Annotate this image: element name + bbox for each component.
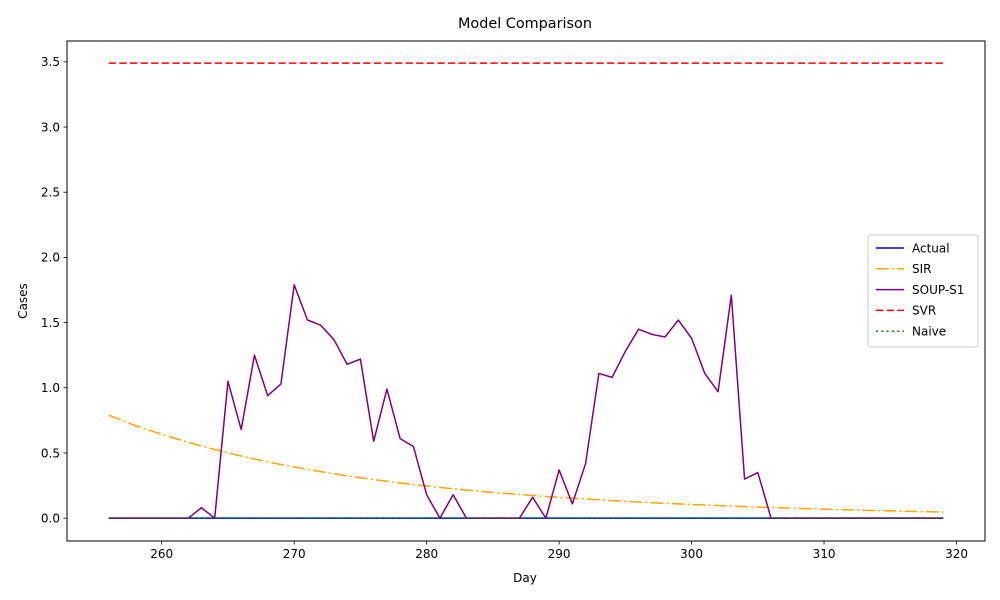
x-tick-label: 290 (548, 547, 571, 561)
legend-box (867, 234, 979, 348)
y-tick-label: 2.0 (41, 251, 60, 265)
y-axis-label: Cases (16, 283, 30, 319)
y-tick-label: 3.0 (41, 120, 60, 134)
x-tick-label: 300 (680, 547, 703, 561)
series-layer (108, 62, 944, 519)
legend-label-svr: SVR (912, 304, 936, 318)
x-axis: 260 270 280 290 300 310 320 (150, 541, 968, 561)
x-tick-label: 280 (415, 547, 438, 561)
y-tick-label: 2.5 (41, 186, 60, 200)
x-tick-label: 310 (813, 547, 836, 561)
x-tick-label: 270 (283, 547, 306, 561)
y-tick-label: 3.5 (41, 55, 60, 69)
legend-label-naive: Naive (912, 325, 946, 339)
x-tick-label: 320 (945, 547, 968, 561)
x-axis-label: Day (513, 571, 537, 585)
legend: Actual SIR SOUP-S1 SVR Naive (867, 234, 979, 348)
legend-label-actual: Actual (912, 241, 950, 255)
y-tick-label: 1.5 (41, 316, 60, 330)
chart-title: Model Comparison (458, 16, 592, 32)
y-axis: 0.0 0.5 1.0 1.5 2.0 2.5 3.0 3.5 (41, 55, 67, 525)
y-tick-label: 1.0 (41, 381, 60, 395)
plot-frame (66, 40, 986, 542)
series-line-sir (108, 414, 944, 513)
legend-label-soup-s1: SOUP-S1 (912, 283, 964, 297)
x-tick-label: 260 (150, 547, 173, 561)
y-tick-label: 0.0 (41, 511, 60, 525)
legend-label-sir: SIR (912, 262, 932, 276)
y-tick-label: 0.5 (41, 446, 60, 460)
